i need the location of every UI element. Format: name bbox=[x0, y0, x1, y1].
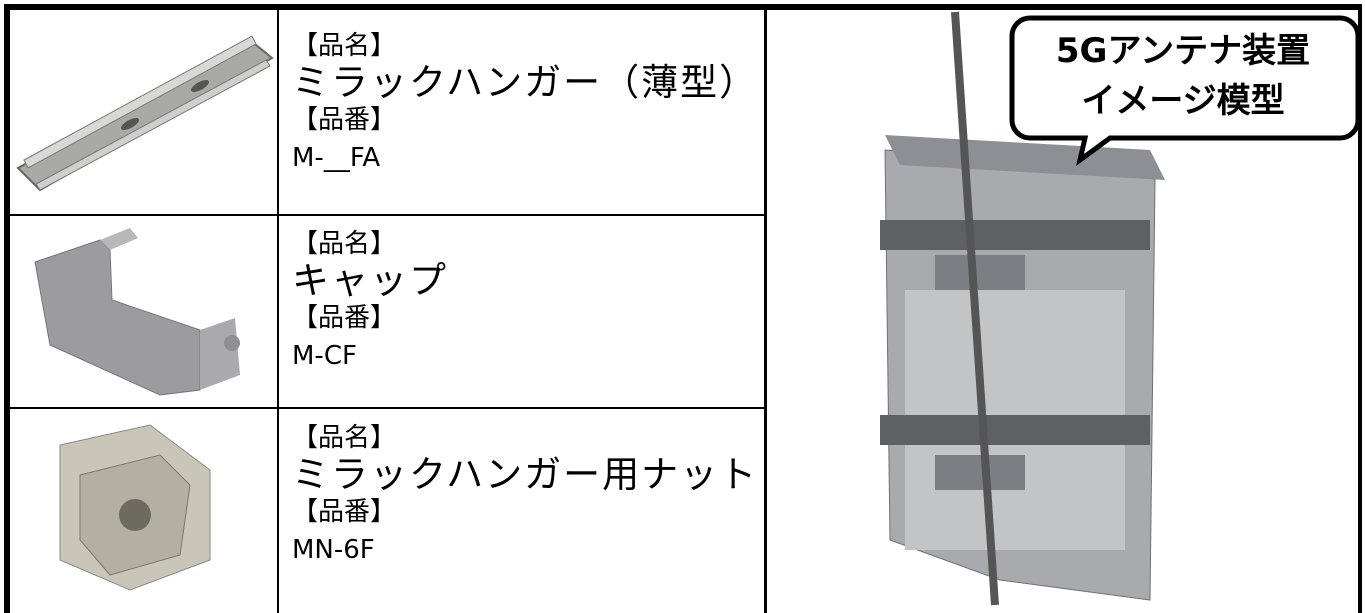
cell-text: 【品名】 キャップ 【品番】 M-CF bbox=[292, 228, 448, 372]
callout-line: イメージ模型 bbox=[1081, 81, 1284, 121]
rail-image bbox=[16, 35, 274, 192]
callout-line: 5Gアンテナ装置 bbox=[1056, 31, 1310, 71]
border-top bbox=[4, 4, 1362, 10]
antenna-image bbox=[880, 11, 1165, 606]
product-code: M-CF bbox=[292, 341, 357, 371]
cell-text: 【品名】 ミラックハンガー（薄型） 【品番】 M-__FA bbox=[292, 30, 758, 174]
name-label: 【品名】 bbox=[292, 31, 397, 61]
cell-text: 【品名】 ミラックハンガー用ナット 【品番】 MN-6F bbox=[292, 422, 758, 566]
code-label: 【品番】 bbox=[292, 497, 397, 527]
product-code: M-__FA bbox=[292, 143, 381, 173]
product-code: MN-6F bbox=[292, 535, 375, 565]
code-label: 【品番】 bbox=[292, 303, 397, 333]
name-label: 【品名】 bbox=[292, 229, 397, 259]
border-left bbox=[4, 4, 10, 613]
product-name: ミラックハンガー（薄型） bbox=[292, 61, 759, 104]
callout-bubble: 5Gアンテナ装置 イメージ模型 bbox=[1009, 15, 1361, 166]
product-name: ミラックハンガー用ナット bbox=[292, 453, 759, 496]
row-line bbox=[4, 407, 766, 409]
name-label: 【品名】 bbox=[292, 423, 397, 453]
col-line bbox=[764, 4, 767, 613]
product-name: キャップ bbox=[292, 259, 448, 302]
border-right bbox=[1358, 4, 1362, 613]
nut-image bbox=[59, 424, 211, 591]
row-line bbox=[4, 214, 766, 216]
code-label: 【品番】 bbox=[292, 105, 397, 135]
cap-image bbox=[34, 228, 240, 396]
col-line bbox=[277, 4, 279, 613]
